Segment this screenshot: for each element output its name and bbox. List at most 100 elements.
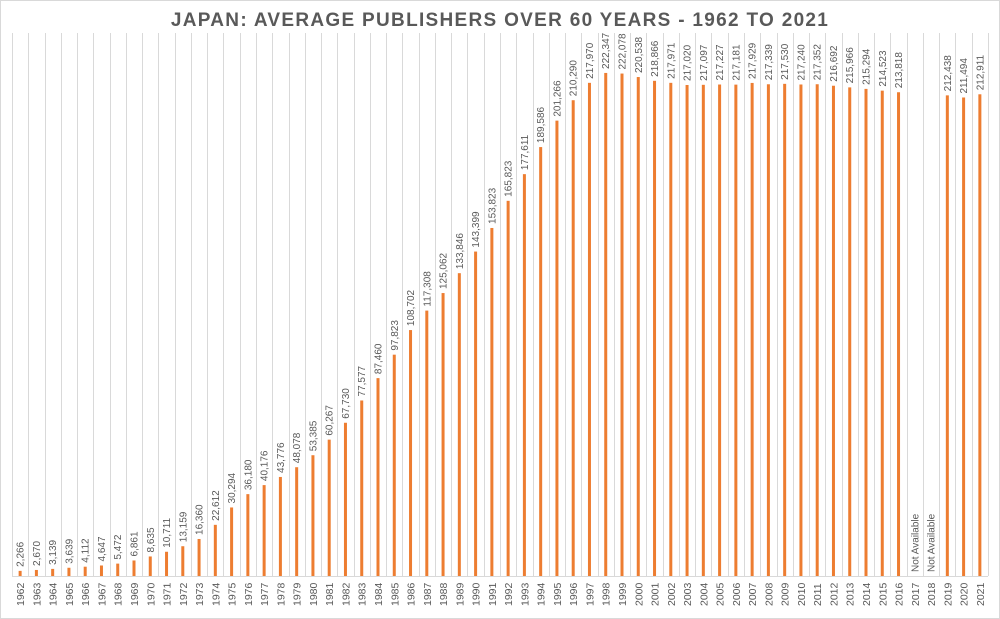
x-tick-label: 1981 [324,582,336,606]
bar [376,378,380,576]
bar [945,95,949,577]
data-label: 201,266 [552,80,563,117]
data-label: 143,399 [471,211,482,248]
bar [18,570,22,576]
x-tick-label: 1982 [340,582,352,606]
bar [262,485,266,576]
data-label: 216,692 [829,45,840,82]
x-tick-label: 2010 [796,582,808,606]
x-tick-label: 2007 [747,582,759,606]
x-tick-label: 2006 [731,582,743,606]
x-tick-label: 1977 [259,582,271,606]
data-label: 8,635 [146,527,157,552]
bar [831,85,835,577]
x-tick-label: 1973 [194,582,206,606]
bar [99,565,103,576]
bar [962,97,966,577]
data-label: 214,523 [878,50,889,87]
data-label: 60,267 [325,405,336,436]
bar [213,524,217,576]
x-tick-label: 1989 [454,582,466,606]
bar [360,400,364,576]
data-label: 53,385 [308,420,319,451]
bar [783,83,787,576]
x-tick-label: 1979 [292,582,304,606]
x-tick-label: 1991 [487,582,499,606]
bar [116,563,120,576]
bar [34,569,38,576]
bar [457,273,461,576]
x-tick-label: 2008 [763,582,775,606]
data-label: 4,112 [81,538,92,563]
data-label: 97,823 [390,320,401,351]
bar [701,84,705,576]
data-label: 133,846 [455,233,466,270]
bar [571,100,575,576]
data-label: 217,339 [764,44,775,81]
data-label: 13,159 [178,511,189,542]
bar [978,94,982,576]
bar [897,92,901,576]
x-tick-label: 2017 [910,582,922,606]
data-label: 217,352 [813,44,824,81]
data-label: Not Available [927,513,938,572]
x-tick-label: 1997 [584,582,596,606]
data-label: 215,294 [862,48,873,85]
data-label: 40,176 [260,450,271,481]
data-label: 213,818 [894,52,905,89]
x-tick-label: 1963 [31,582,43,606]
x-tick-label: 1962 [15,582,27,606]
x-tick-label: 1986 [406,582,418,606]
data-label: 22,612 [211,490,222,521]
x-tick-label: 1985 [389,582,401,606]
bar [685,84,689,576]
x-tick-label: 1974 [210,582,222,606]
bar [539,147,543,576]
data-label: 67,730 [341,388,352,419]
bar [620,73,624,576]
data-label: 117,308 [422,271,433,307]
bar [490,227,494,576]
bar [474,251,478,577]
data-label: 48,078 [292,432,303,463]
data-label: 217,929 [748,42,759,79]
data-label: 217,181 [731,44,742,81]
x-tick-label: 1995 [552,582,564,606]
data-label: 4,647 [97,536,108,561]
data-label: 108,702 [406,289,417,326]
data-label: 16,360 [195,504,206,535]
data-label: 2,670 [32,540,43,565]
data-label: 77,577 [357,365,368,396]
data-label: 217,971 [666,42,677,79]
x-tick-label: 2013 [845,582,857,606]
bar [165,551,169,576]
bar [425,310,429,576]
data-label: 5,472 [113,534,124,559]
bar [343,422,347,576]
x-tick-label: 1971 [162,582,174,606]
x-tick-label: 1970 [145,582,157,606]
data-label: 217,530 [780,43,791,80]
data-label: 217,240 [796,44,807,81]
x-tick-label: 2015 [877,582,889,606]
data-label: 153,823 [487,187,498,224]
x-tick-label: 1964 [48,582,60,606]
data-label: 215,966 [845,47,856,84]
x-tick-label: 2005 [715,582,727,606]
data-label: 3,139 [48,539,59,564]
bar [506,200,510,576]
data-label: 220,538 [634,36,645,73]
data-label: 222,078 [618,33,629,70]
data-label: 10,711 [162,517,173,547]
x-tick-label: 2018 [926,582,938,606]
data-label: 87,460 [374,343,385,374]
bar [799,84,803,576]
data-label: 189,586 [536,106,547,143]
x-tick-label: 1993 [519,582,531,606]
bar [636,77,640,576]
bar [766,84,770,577]
x-tick-label: 2001 [650,582,662,606]
data-label: 3,639 [64,538,75,563]
x-tick-label: 1967 [96,582,108,606]
